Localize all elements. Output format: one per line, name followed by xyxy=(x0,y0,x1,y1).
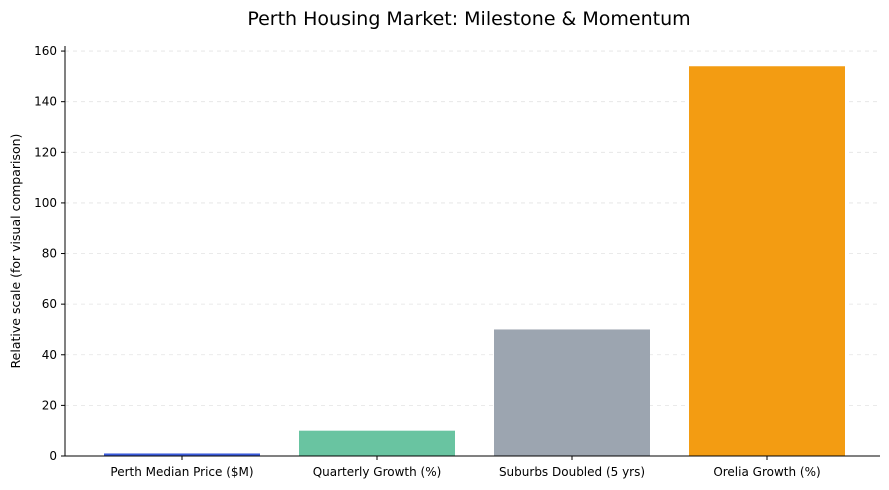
y-tick-label: 140 xyxy=(34,95,57,109)
x-tick-label: Orelia Growth (%) xyxy=(713,465,820,479)
y-tick-label: 60 xyxy=(42,297,57,311)
x-tick-label: Perth Median Price ($M) xyxy=(110,465,253,479)
x-tick-label: Quarterly Growth (%) xyxy=(313,465,442,479)
bar xyxy=(299,430,455,456)
axes xyxy=(64,46,880,457)
y-tick-label: 120 xyxy=(34,145,57,159)
chart-title: Perth Housing Market: Milestone & Moment… xyxy=(247,8,690,30)
y-tick-label: 0 xyxy=(49,449,57,463)
y-tick-label: 160 xyxy=(34,44,57,58)
bars xyxy=(104,66,845,456)
y-tick-label: 40 xyxy=(42,348,57,362)
bar xyxy=(689,66,845,456)
y-axis-label: Relative scale (for visual comparison) xyxy=(8,134,23,369)
y-tick-label: 20 xyxy=(42,398,57,412)
x-tick-label: Suburbs Doubled (5 yrs) xyxy=(499,465,645,479)
bar xyxy=(104,453,260,456)
y-ticks: 0 20 40 60 80 100 120 140 160 xyxy=(34,44,65,463)
x-ticks: Perth Median Price ($M) Quarterly Growth … xyxy=(110,456,821,479)
y-tick-label: 80 xyxy=(42,247,57,261)
bar xyxy=(494,329,650,456)
y-tick-label: 100 xyxy=(34,196,57,210)
